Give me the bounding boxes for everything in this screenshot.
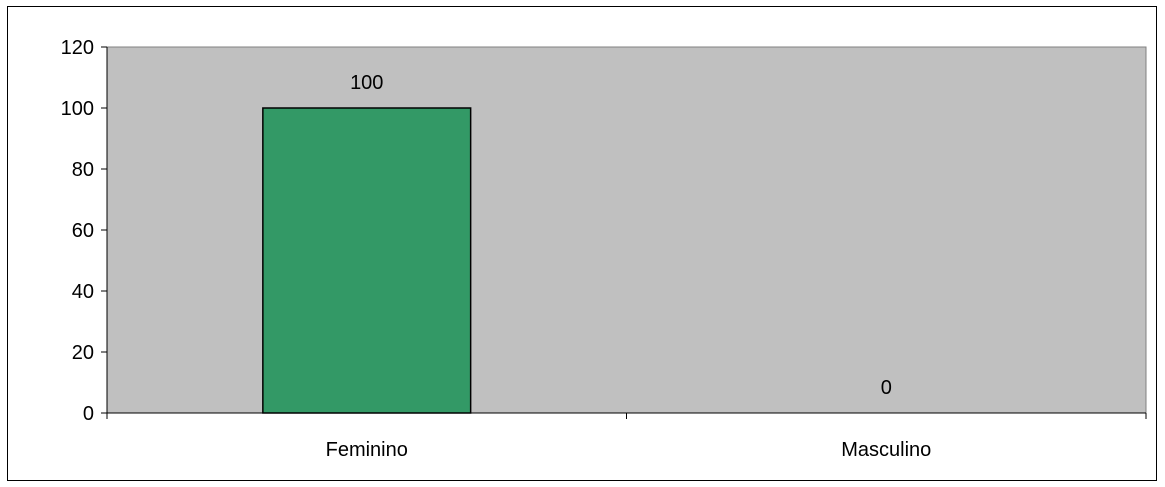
- x-category-label: Feminino: [326, 439, 408, 461]
- y-axis: 0 20 40 60 80 100 120: [61, 37, 108, 425]
- y-tick-label: 120: [61, 37, 94, 59]
- y-tick-label: 60: [72, 220, 94, 242]
- data-labels: 100 0: [350, 72, 892, 399]
- y-tick-label: 80: [72, 159, 94, 181]
- x-category-label: Masculino: [841, 439, 931, 461]
- y-tick-label: 20: [72, 342, 94, 364]
- data-label: 0: [881, 377, 892, 399]
- y-tick-label: 40: [72, 281, 94, 303]
- bars: [262, 107, 472, 414]
- x-axis: Feminino Masculino: [106, 412, 1147, 461]
- bar-feminino: [262, 107, 472, 414]
- y-tick-label: 0: [83, 403, 94, 425]
- y-tick-label: 100: [61, 98, 94, 120]
- data-label: 100: [350, 72, 383, 94]
